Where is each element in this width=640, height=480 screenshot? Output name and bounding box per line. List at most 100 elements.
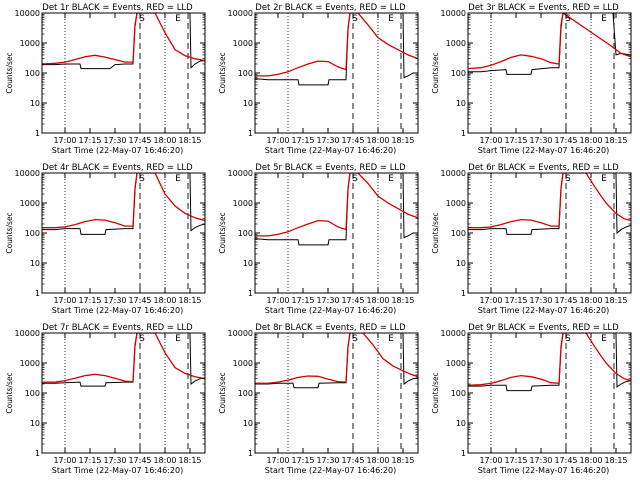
plot-area	[255, 173, 418, 293]
x-tick-label: 18:15	[391, 456, 414, 465]
y-tick-label: 1000	[446, 199, 466, 208]
marker-label: S	[565, 174, 571, 184]
x-tick-label: 18:15	[604, 136, 627, 145]
series-line-events	[255, 333, 418, 389]
x-tick-label: 17:30	[103, 136, 126, 145]
plot-frame	[467, 172, 632, 294]
plot-frame	[41, 172, 206, 294]
x-axis-label: Start Time (22-May-07 16:46:20)	[478, 306, 609, 315]
x-tick-label: 17:15	[504, 296, 527, 305]
series-line-lld	[468, 13, 631, 70]
marker-label: E	[388, 334, 394, 344]
marker-label: S	[139, 334, 145, 344]
y-tick-label: 100	[451, 389, 466, 398]
x-tick-label: 17:45	[128, 456, 151, 465]
y-tick-label: 10	[243, 99, 253, 108]
chart-panel-8: Det 8r BLACK = Events, RED = LLD S E 1 10 100…	[213, 320, 426, 480]
x-tick-label: 17:15	[291, 456, 314, 465]
series-line-events	[468, 333, 631, 392]
x-tick-label: 17:30	[316, 136, 339, 145]
y-tick-label: 10	[30, 99, 40, 108]
y-tick-label: 1	[461, 289, 466, 298]
x-tick-label: 17:00	[53, 456, 76, 465]
series-line-events	[42, 13, 205, 70]
y-axis-label: Counts/sec	[5, 52, 14, 93]
y-axis-label: Counts/sec	[5, 372, 14, 413]
plot-frame	[467, 12, 632, 134]
plot-frame	[254, 12, 419, 134]
x-tick-label: 17:15	[291, 296, 314, 305]
marker-label: S	[352, 174, 358, 184]
x-tick-label: 17:30	[529, 296, 552, 305]
x-tick-label: 17:00	[266, 136, 289, 145]
plot-area	[42, 13, 205, 133]
y-tick-label: 100	[451, 69, 466, 78]
plot-frame	[254, 332, 419, 454]
x-tick-label: 18:00	[579, 296, 602, 305]
series-line-lld	[255, 13, 418, 77]
x-tick-label: 17:00	[53, 296, 76, 305]
x-tick-label: 17:45	[554, 136, 577, 145]
marker-label: S	[139, 174, 145, 184]
x-axis-label: Start Time (22-May-07 16:46:20)	[478, 466, 609, 475]
y-tick-label: 1000	[20, 39, 40, 48]
x-tick-label: 17:30	[103, 296, 126, 305]
y-tick-label: 10000	[15, 169, 40, 178]
x-tick-label: 17:15	[78, 296, 101, 305]
plot-area	[468, 13, 631, 133]
series-line-lld	[42, 173, 205, 229]
y-axis-label: Counts/sec	[5, 212, 14, 253]
x-tick-label: 17:15	[78, 456, 101, 465]
x-tick-label: 17:15	[78, 136, 101, 145]
y-tick-label: 10	[243, 259, 253, 268]
y-tick-label: 100	[238, 229, 253, 238]
chart-title: Det 8r BLACK = Events, RED = LLD	[255, 323, 406, 333]
y-tick-label: 1	[35, 289, 40, 298]
y-tick-label: 10	[30, 419, 40, 428]
plot-frame	[41, 12, 206, 134]
x-tick-label: 17:45	[554, 296, 577, 305]
x-tick-label: 18:15	[391, 136, 414, 145]
marker-label: S	[352, 14, 358, 24]
plot-frame	[467, 332, 632, 454]
chart-title: Det 7r BLACK = Events, RED = LLD	[42, 323, 193, 333]
x-tick-label: 17:00	[479, 136, 502, 145]
plot-area	[42, 333, 205, 453]
x-tick-label: 18:00	[153, 136, 176, 145]
y-tick-label: 1000	[233, 39, 253, 48]
chart-title: Det 2r BLACK = Events, RED = LLD	[255, 3, 406, 13]
x-tick-label: 18:15	[604, 296, 627, 305]
x-axis-label: Start Time (22-May-07 16:46:20)	[265, 466, 396, 475]
x-tick-label: 17:30	[529, 136, 552, 145]
x-axis-label: Start Time (22-May-07 16:46:20)	[265, 306, 396, 315]
marker-label: E	[388, 174, 394, 184]
x-tick-label: 17:30	[529, 456, 552, 465]
plot-area	[255, 13, 418, 133]
y-tick-label: 100	[25, 229, 40, 238]
y-tick-label: 1000	[20, 359, 40, 368]
x-axis-label: Start Time (22-May-07 16:46:20)	[52, 146, 183, 155]
x-tick-label: 17:00	[479, 456, 502, 465]
marker-label: E	[601, 14, 607, 24]
x-tick-label: 17:00	[266, 456, 289, 465]
plot-area	[468, 173, 631, 293]
x-tick-label: 17:45	[128, 296, 151, 305]
y-tick-label: 10	[456, 259, 466, 268]
y-tick-label: 1000	[20, 199, 40, 208]
x-tick-label: 17:15	[504, 456, 527, 465]
marker-label: E	[601, 174, 607, 184]
x-tick-label: 18:00	[366, 456, 389, 465]
x-tick-label: 18:00	[153, 456, 176, 465]
chart-panel-1: Det 1r BLACK = Events, RED = LLD S E 1 10 100…	[0, 0, 213, 160]
plot-area	[468, 333, 631, 453]
y-tick-label: 10000	[15, 9, 40, 18]
y-tick-label: 10	[243, 419, 253, 428]
plot-frame	[254, 172, 419, 294]
chart-title: Det 9r BLACK = Events, RED = LLD	[468, 323, 619, 333]
